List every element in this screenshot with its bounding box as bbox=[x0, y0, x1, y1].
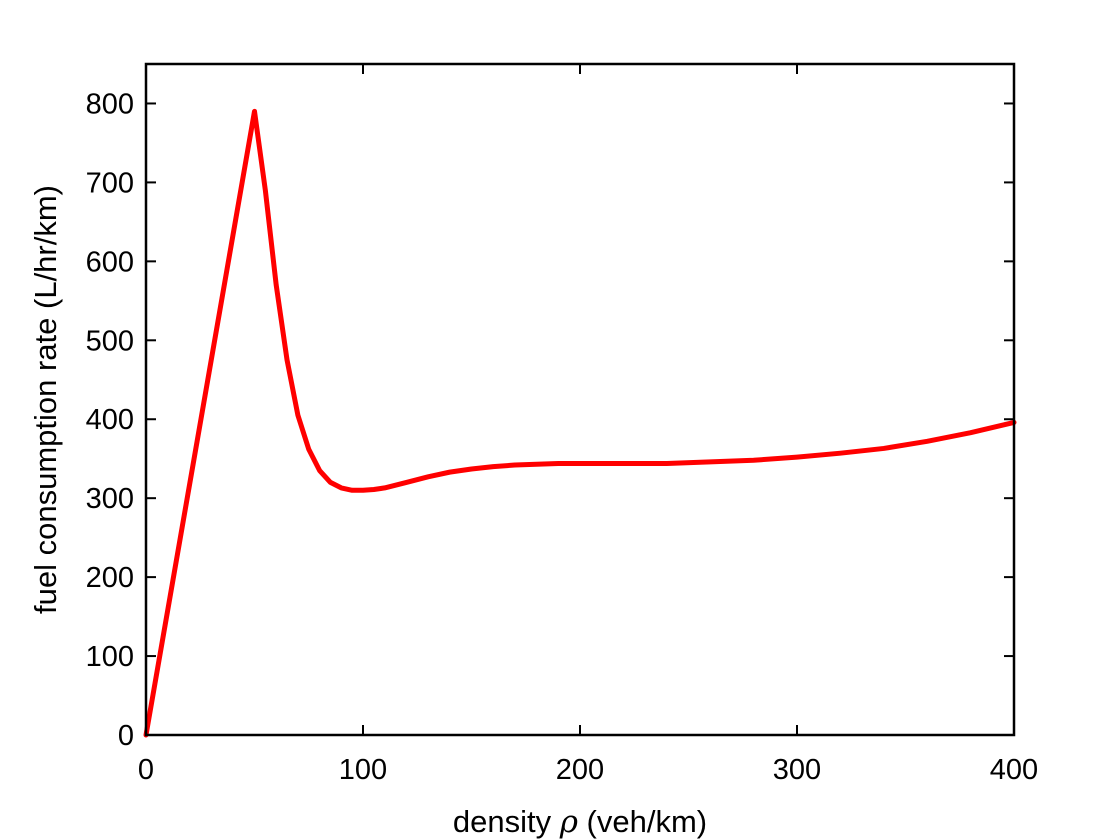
y-tick-label: 300 bbox=[86, 483, 134, 515]
y-axis-label: fuel consumption rate (L/hr/km) bbox=[28, 185, 63, 614]
series-line-0 bbox=[143, 108, 1017, 738]
labels-layer: 0 100 200 300 400 0 100 200 300 400 500 600 700 800 bbox=[86, 88, 1039, 786]
series-layer bbox=[143, 108, 1017, 738]
y-tick-label: 0 bbox=[118, 720, 134, 752]
y-tick-label: 800 bbox=[86, 88, 134, 120]
y-tick-label: 400 bbox=[86, 404, 134, 436]
y-tick-label: 500 bbox=[86, 325, 134, 357]
ticks-layer bbox=[145, 64, 1015, 736]
y-tick-label: 200 bbox=[86, 562, 134, 594]
y-tick-label: 100 bbox=[86, 641, 134, 673]
x-axis-label: density ρ (veh/km) bbox=[453, 804, 707, 840]
x-tick-label: 100 bbox=[339, 754, 387, 786]
y-tick-label: 700 bbox=[86, 167, 134, 199]
y-tick-label: 600 bbox=[86, 246, 134, 278]
x-tick-label: 0 bbox=[138, 754, 154, 786]
x-tick-label: 300 bbox=[773, 754, 821, 786]
plot-frame bbox=[144, 62, 1016, 737]
x-tick-label: 200 bbox=[556, 754, 604, 786]
x-tick-label: 400 bbox=[990, 754, 1038, 786]
